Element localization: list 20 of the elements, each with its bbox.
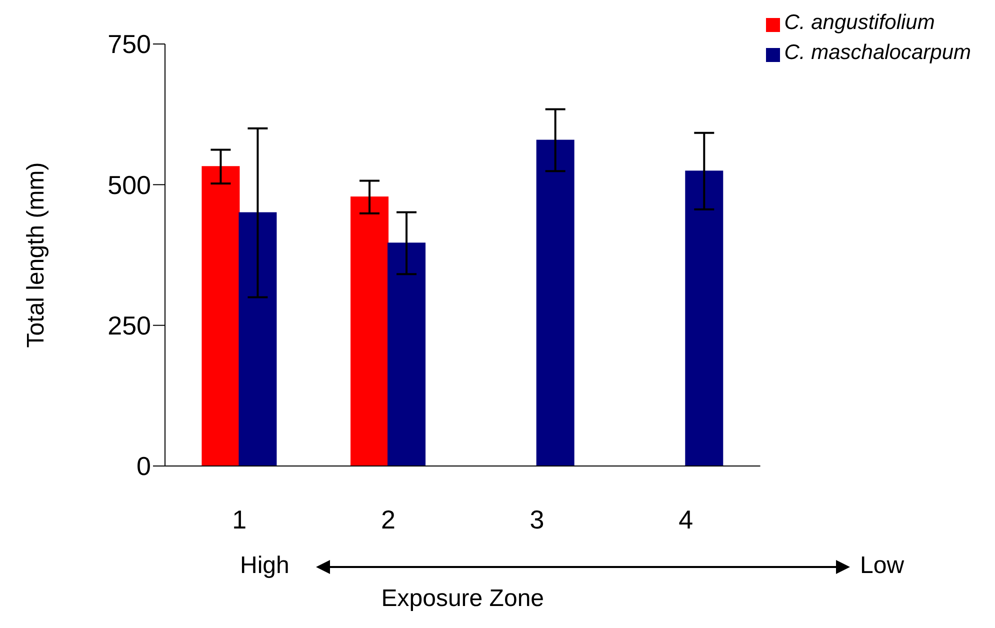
y-axis-title: Total length (mm) <box>22 162 50 348</box>
x-tick-label: 3 <box>530 504 544 534</box>
legend-label: C. angustifolium <box>784 11 935 34</box>
legend-label: C. maschalocarpum <box>784 41 971 64</box>
y-tick-label: 0 <box>136 451 151 482</box>
y-tick-label: 250 <box>108 310 151 341</box>
bar <box>388 242 426 466</box>
x-tick-label: 2 <box>380 504 396 534</box>
bar <box>238 212 277 466</box>
y-tick-label: 500 <box>108 170 151 200</box>
x-tick-label: 1 <box>232 504 247 534</box>
text: Low <box>860 552 904 580</box>
bar <box>350 196 389 466</box>
x-axis-title: Exposure Zone <box>381 585 544 612</box>
y-tick-label: 750 <box>108 29 151 60</box>
text: High <box>240 552 290 580</box>
bar <box>536 140 574 466</box>
bar <box>685 170 724 466</box>
bar <box>202 166 240 466</box>
x-tick-label: 4 <box>678 504 694 534</box>
